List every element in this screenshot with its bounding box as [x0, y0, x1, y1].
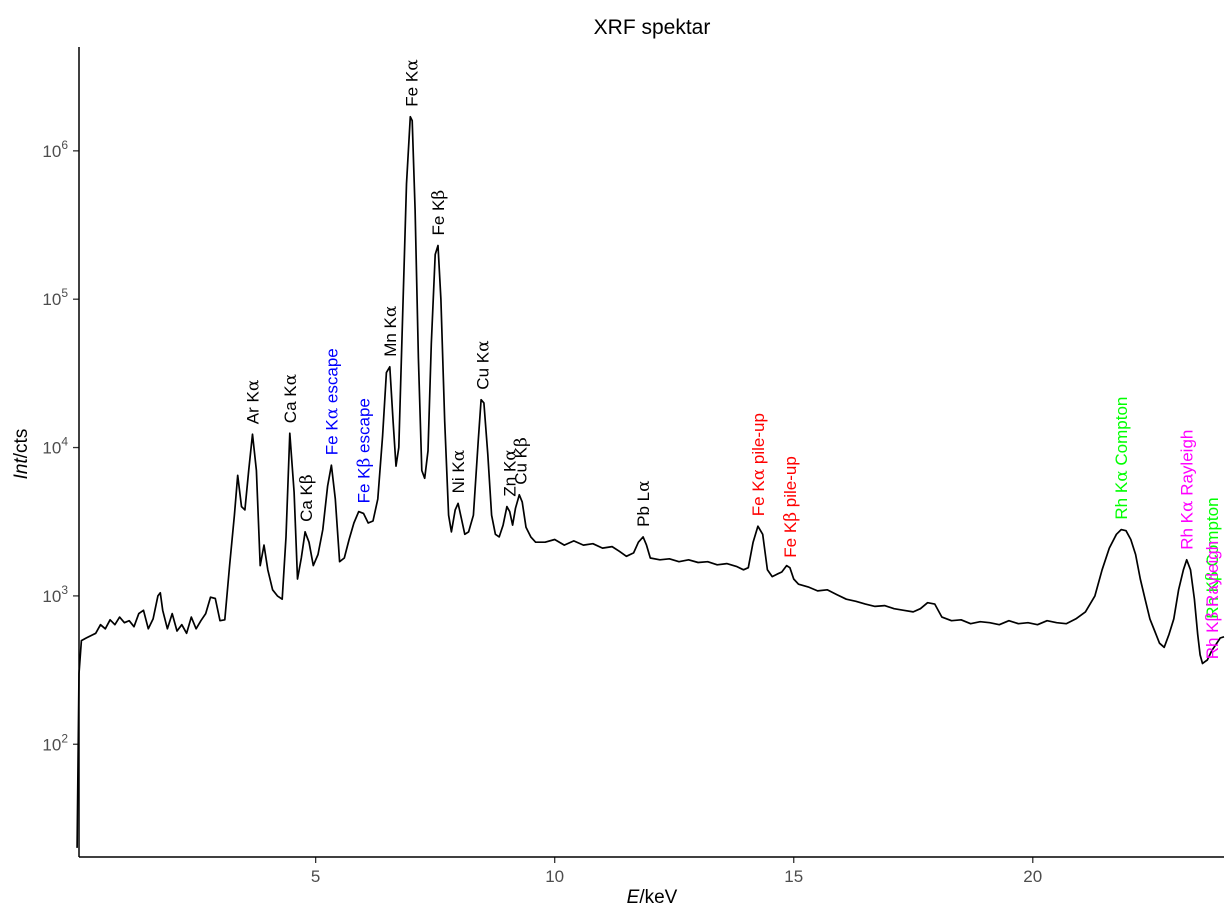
peak-label: Ca Kβ	[297, 474, 317, 522]
peak-label-part: Rh K	[1203, 580, 1222, 618]
peak-label-part: α	[322, 407, 342, 419]
peak-label-part: α	[402, 59, 422, 71]
peak-label-part: Fe K	[749, 480, 768, 517]
y-tick-exponent: 5	[61, 286, 68, 300]
peak-label-part: α	[281, 373, 301, 385]
y-axis-title: Int/cts	[11, 429, 32, 480]
peak-label: Fe Kβ escape	[355, 398, 375, 503]
peak-label-part: β	[355, 458, 375, 468]
peak-label: Fe Kβ	[429, 190, 449, 236]
peak-label-part: α	[634, 480, 654, 492]
peak-label-part: β	[429, 190, 449, 200]
y-tick-label: 102	[42, 731, 68, 754]
peak-label: Cu Kα	[474, 340, 494, 390]
x-tick-label: 15	[784, 867, 803, 886]
chart-title: XRF spektar	[594, 16, 711, 39]
peak-label-part: β	[1203, 571, 1223, 581]
y-tick-exponent: 6	[61, 138, 68, 152]
peak-label-part: α	[474, 340, 494, 352]
peak-label: Rh Kβ Rayleigh	[1203, 541, 1223, 660]
peak-label-part: β	[781, 512, 801, 522]
x-axis-ticks: 5 10 15 20	[311, 857, 1042, 886]
x-tick-label: 20	[1023, 867, 1042, 886]
y-tick-label: 103	[42, 583, 68, 606]
peak-label-part: Cu K	[511, 446, 530, 484]
peak-label-part: escape	[322, 348, 341, 408]
peak-label-part: Ca K	[281, 385, 300, 423]
peak-label-part: escape	[355, 398, 374, 458]
peak-label: Pb Lα	[634, 480, 654, 527]
y-axis-title-symbol: Int	[11, 457, 32, 479]
peak-label-part: β	[511, 437, 531, 447]
y-tick-base: 10	[42, 290, 61, 309]
peak-label: Ar Kα	[244, 379, 264, 424]
y-tick-base: 10	[42, 142, 61, 161]
peak-label-part: Fe K	[355, 467, 374, 504]
peak-label-part: β	[1203, 612, 1223, 622]
x-tick-label: 10	[545, 867, 564, 886]
peak-label-part: Rayleigh	[1178, 430, 1197, 501]
peak-label: Fe Kα escape	[322, 348, 342, 455]
y-tick-exponent: 4	[61, 435, 68, 449]
x-tick-label: 5	[311, 867, 320, 886]
y-tick-base: 10	[42, 439, 61, 458]
peak-label: Rh Kα Rayleigh	[1178, 430, 1198, 550]
peak-label: Zn Kα	[501, 449, 521, 497]
peak-label-part: Rh K	[1112, 481, 1131, 519]
peak-label: Ca Kα	[281, 373, 301, 423]
peak-label: Rh Kβ Compton	[1203, 497, 1223, 618]
peak-label-part: Fe K	[429, 199, 448, 236]
peak-label: Mn Kα	[381, 305, 401, 357]
y-tick-label: 105	[42, 286, 68, 309]
peak-label-part: pile-up	[749, 413, 768, 469]
peak-label-part: α	[501, 449, 521, 461]
x-axis-title: E/keV	[627, 887, 678, 908]
peak-label-part: Zn K	[501, 460, 520, 497]
peak-label-part: Rh K	[1203, 621, 1222, 659]
peak-label-part: Rayleigh	[1203, 541, 1222, 612]
peak-label-part: Fe K	[402, 70, 421, 107]
peak-label-part: Ca K	[297, 483, 316, 521]
peak-label: Fe Kβ pile-up	[781, 456, 801, 558]
x-axis-title-symbol: E	[627, 887, 640, 908]
peak-label-part: Compton	[1112, 397, 1131, 471]
x-axis-title-unit: /keV	[639, 887, 677, 908]
peak-label-part: α	[1178, 500, 1198, 512]
peak-label: Rh Kα Compton	[1112, 397, 1132, 520]
peak-label-part: β	[297, 474, 317, 484]
peak-label-part: α	[449, 449, 469, 461]
peak-label: Cu Kβ	[511, 437, 531, 485]
y-tick-label: 104	[42, 435, 68, 458]
peak-label-part: Cu K	[474, 351, 493, 389]
y-tick-exponent: 3	[61, 583, 68, 597]
peak-label-part: α	[1112, 470, 1132, 482]
peak-label-part: Mn K	[381, 316, 400, 356]
peak-label-part: pile-up	[781, 456, 800, 512]
y-tick-label: 106	[42, 138, 68, 161]
plot-area	[76, 115, 1225, 848]
peak-label: Fe Kα	[402, 59, 422, 107]
peak-label-part: Fe K	[781, 521, 800, 558]
peak-label: Fe Kα pile-up	[749, 413, 769, 516]
y-axis-title-unit: /cts	[11, 429, 32, 459]
peak-label-part: Ar K	[244, 390, 263, 424]
peak-label-part: Fe K	[322, 419, 341, 456]
peak-label-part: Ni K	[449, 461, 468, 494]
peak-label-part: Pb L	[634, 492, 653, 527]
y-tick-exponent: 2	[61, 731, 68, 745]
peak-label-part: Rh K	[1178, 511, 1197, 549]
peak-label-part: α	[381, 305, 401, 317]
peak-label-part: Compton	[1203, 497, 1222, 571]
y-tick-base: 10	[42, 587, 61, 606]
spectrum-series-line	[76, 115, 1225, 848]
peak-label-part: α	[749, 468, 769, 480]
peak-label: Ni Kα	[449, 449, 469, 493]
peak-label-part: α	[244, 379, 264, 391]
y-tick-base: 10	[42, 735, 61, 754]
